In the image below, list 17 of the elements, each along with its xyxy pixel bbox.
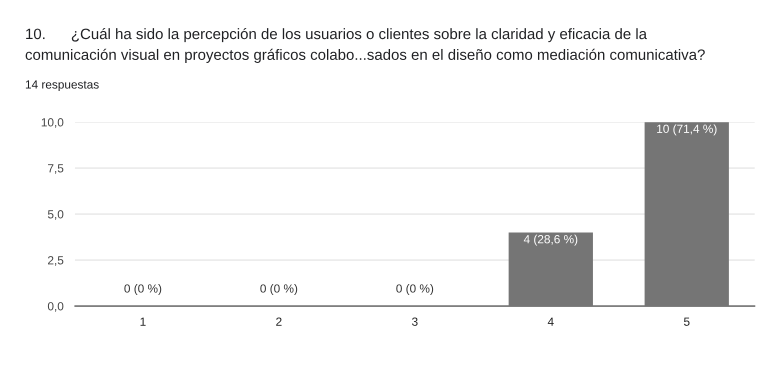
- y-tick-label: 10,0: [42, 118, 64, 128]
- data-label: 0 (0 %): [124, 284, 162, 296]
- x-tick-label: 4: [548, 318, 554, 326]
- y-tick-label: 0,0: [48, 302, 64, 312]
- chart-subtitle: 14 respuestas: [26, 80, 99, 92]
- y-tick-label: 7,5: [48, 164, 64, 174]
- x-tick-label: 3: [412, 317, 418, 326]
- y-tick-label: 5,0: [48, 210, 64, 220]
- x-tick-label: 5: [684, 318, 690, 326]
- x-tick-label: 2: [276, 317, 282, 326]
- data-label: 0 (0 %): [396, 284, 434, 296]
- x-tick-label: 1: [140, 318, 146, 326]
- chart-title: 10. ¿Cuál ha sido la percepción de los usuarios o clientes sobre la claridad y eficacia de la comunicación visual en proyectos gráficos colabo...sados en el diseño como mediación comunicativa?: [26, 28, 705, 63]
- data-label: 10 (71,4 %): [657, 124, 717, 136]
- y-tick-label: 2,5: [48, 256, 64, 266]
- data-label: 0 (0 %): [260, 284, 298, 296]
- data-label: 4 (28,6 %): [524, 234, 578, 246]
